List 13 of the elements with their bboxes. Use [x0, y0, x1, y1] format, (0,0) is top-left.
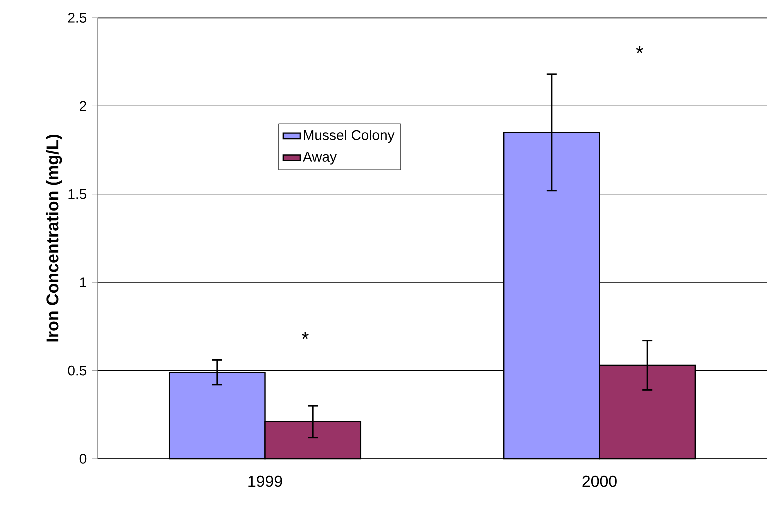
- legend-label: Mussel Colony: [304, 130, 395, 144]
- y-tick-label: 1: [80, 278, 86, 288]
- y-axis-title: Iron Concentration (mg/L): [46, 134, 62, 342]
- x-tick-label: 1999: [248, 476, 282, 488]
- y-tick-label: 0: [80, 454, 87, 464]
- y-tick-label: 2: [80, 101, 86, 112]
- x-tick-label: 2000: [582, 476, 617, 488]
- y-tick-label: 1.5: [68, 190, 87, 200]
- y-tick-label: 0.5: [68, 366, 87, 376]
- legend-label: Away: [303, 152, 337, 165]
- annotation: *: [636, 46, 644, 54]
- y-tick-label: 2.5: [68, 13, 87, 23]
- annotation: *: [302, 332, 309, 340]
